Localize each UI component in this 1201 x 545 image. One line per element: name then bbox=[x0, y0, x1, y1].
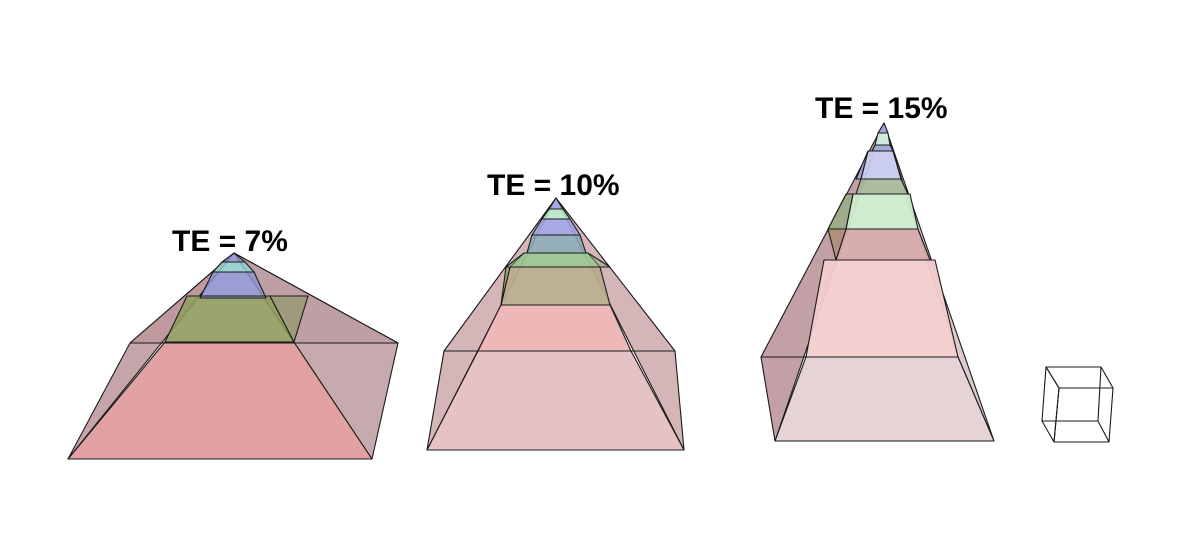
pyramid-te-10-tier-4-sides bbox=[505, 252, 611, 268]
pyramid-te-10-tier-5 bbox=[526, 234, 587, 254]
pyramid-te-15-tier-8 bbox=[874, 132, 891, 146]
pyramid-te-15-tier-9 bbox=[877, 122, 889, 134]
pyramid-te-15 bbox=[760, 122, 995, 442]
pyramid-te-10-label: TE = 10% bbox=[487, 169, 620, 202]
wireframe-cube-icon bbox=[1041, 366, 1114, 443]
pyramid-te-15-tier-3 bbox=[835, 228, 931, 261]
pyramid-te-15-tier-4 bbox=[845, 193, 919, 230]
pyramid-te-15-tier-6-side bbox=[855, 150, 869, 180]
pyramid-te-15-tier-4-side bbox=[827, 193, 854, 230]
pyramid-te-7-label: TE = 7% bbox=[172, 225, 288, 258]
pyramid-te-10-tier-3 bbox=[500, 266, 611, 306]
pyramid-te-10-tier-8 bbox=[548, 197, 564, 210]
pyramid-te-15-label: TE = 15% bbox=[815, 92, 948, 125]
pyramid-te-15-tier-2 bbox=[805, 259, 959, 358]
pyramid-te-15-tier-1 bbox=[774, 356, 995, 442]
pyramid-te-7-tier-5 bbox=[221, 252, 246, 263]
pyramid-te-10-tier-2 bbox=[477, 304, 632, 352]
pyramid-te-15-tier-7 bbox=[871, 144, 894, 152]
pyramid-te-15-tier-5 bbox=[855, 178, 909, 195]
pyramid-te-10 bbox=[426, 197, 685, 451]
pyramid-te-7 bbox=[67, 252, 399, 460]
